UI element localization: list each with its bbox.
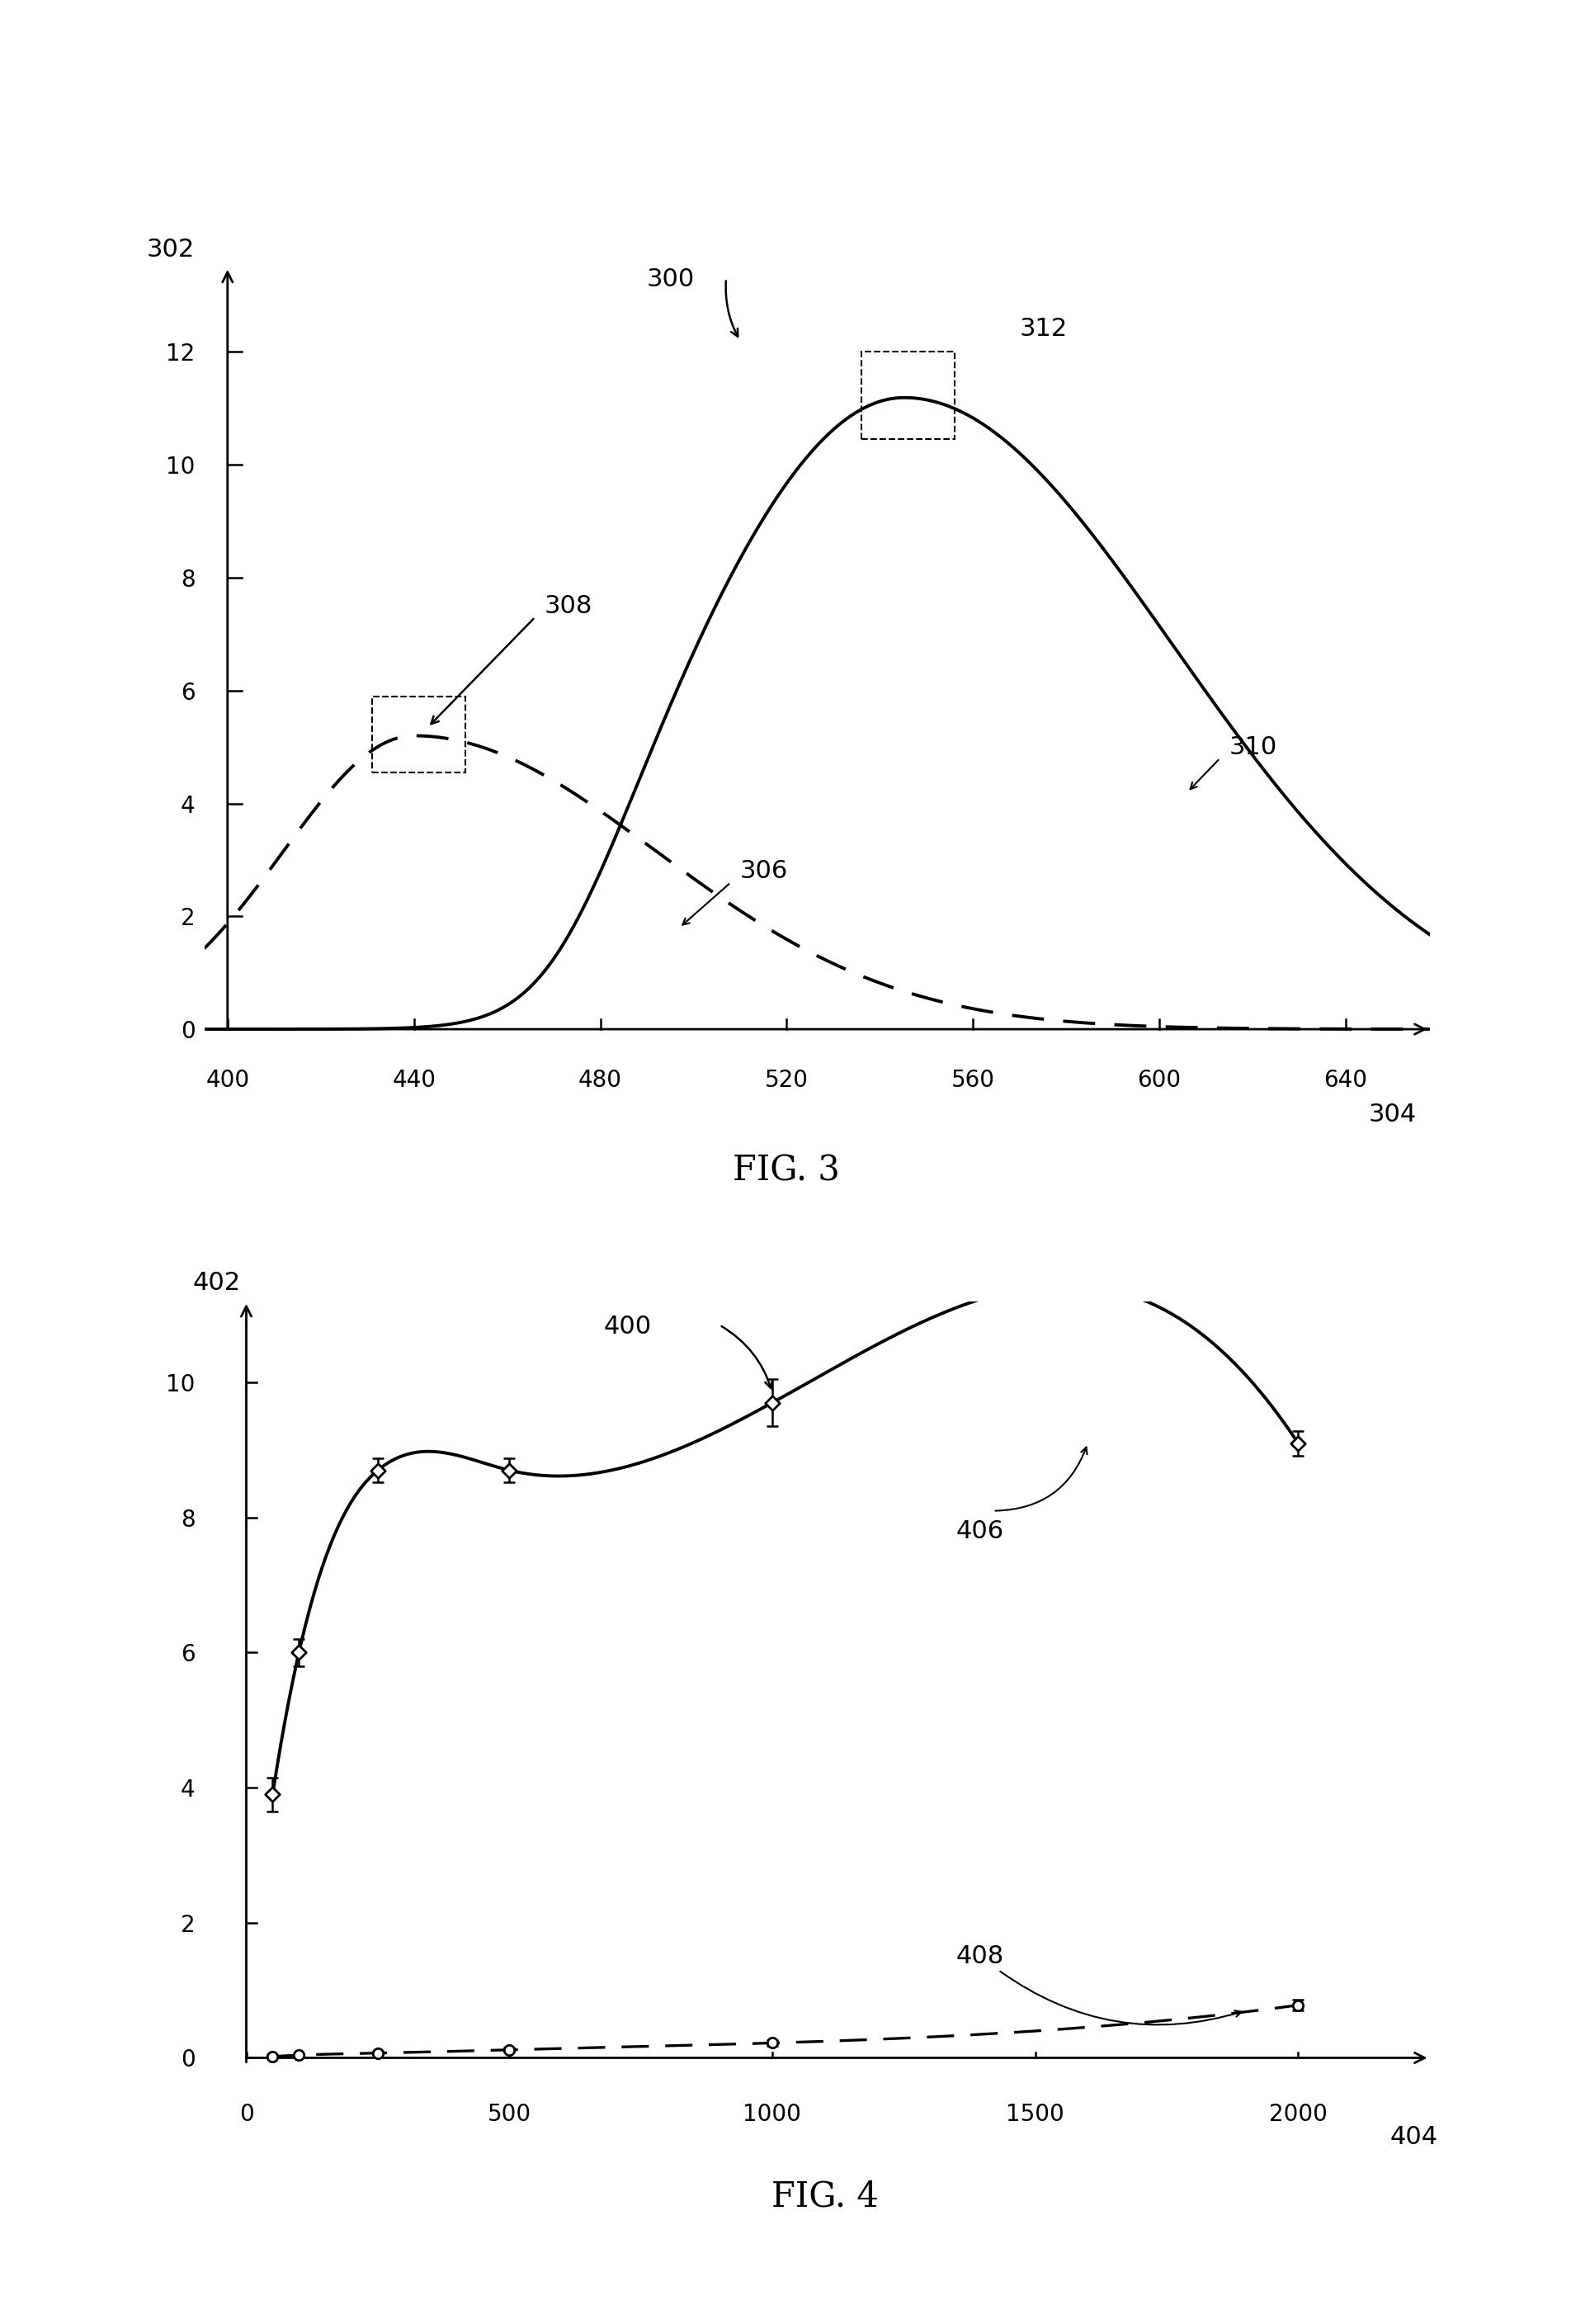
Bar <box>372 697 465 772</box>
Text: 310: 310 <box>1229 734 1277 760</box>
Point <box>496 2031 522 2068</box>
Bar <box>861 351 954 439</box>
Point <box>286 2036 311 2073</box>
Text: 302: 302 <box>146 237 195 263</box>
Text: 304: 304 <box>1368 1102 1417 1127</box>
Text: 400: 400 <box>603 1315 652 1339</box>
Text: 312: 312 <box>1020 316 1068 342</box>
Point <box>496 1452 522 1490</box>
Text: 404: 404 <box>1390 2126 1437 2150</box>
Point <box>364 1452 390 1490</box>
Point <box>760 2024 786 2061</box>
Text: 300: 300 <box>647 267 694 290</box>
Text: 306: 306 <box>740 860 789 883</box>
Point <box>286 1634 311 1671</box>
Point <box>760 1385 786 1422</box>
Text: 402: 402 <box>193 1271 240 1294</box>
Point <box>261 2038 286 2075</box>
Text: 408: 408 <box>957 1945 1004 1968</box>
Text: FIG. 3: FIG. 3 <box>734 1153 840 1188</box>
Point <box>1285 1425 1310 1462</box>
Point <box>261 1776 286 1813</box>
Point <box>364 2034 390 2071</box>
Text: 308: 308 <box>545 595 592 618</box>
Text: FIG. 4: FIG. 4 <box>771 2180 878 2215</box>
Point <box>1285 1987 1310 2024</box>
Text: 406: 406 <box>957 1520 1004 1543</box>
